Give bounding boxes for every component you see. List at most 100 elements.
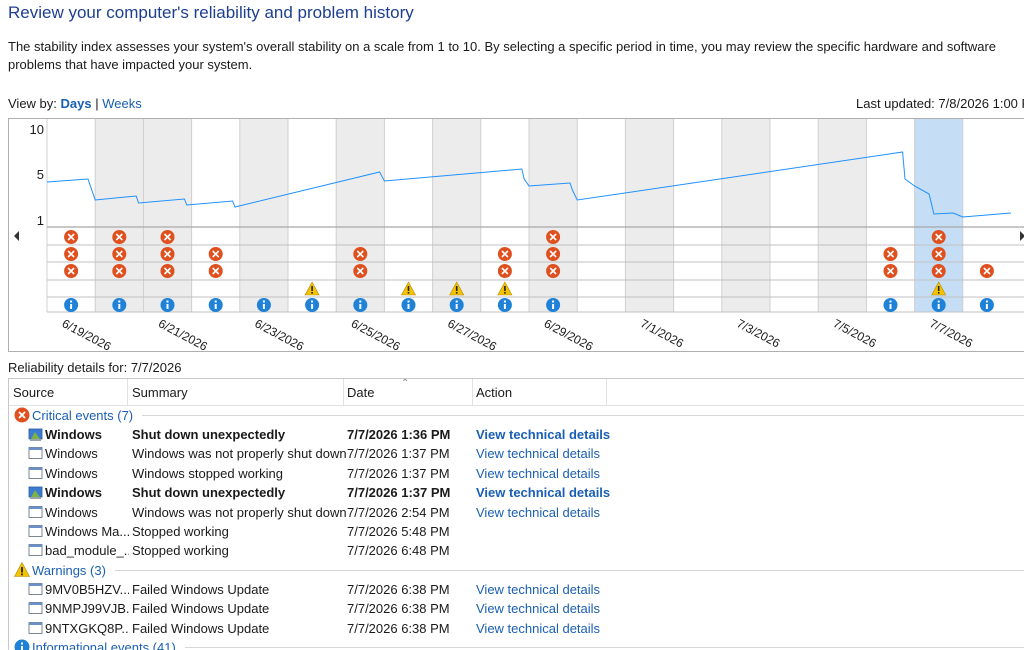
group-label[interactable]: Informational events (41): [32, 639, 176, 650]
day-column[interactable]: [818, 119, 867, 312]
group-warnings[interactable]: Warnings (3): [9, 561, 1024, 580]
table-body: Critical events (7) Windows Shut down unex…: [9, 406, 1024, 650]
scroll-right-icon[interactable]: [1020, 231, 1024, 241]
info-event-icon[interactable]: [497, 298, 512, 312]
critical-event-icon[interactable]: [497, 247, 512, 261]
day-column[interactable]: [191, 119, 240, 312]
app-icon: [28, 447, 43, 460]
table-row[interactable]: 9NMPJ99VJB... Failed Windows Update 7/7/20…: [9, 599, 1024, 618]
table-header: Source Summary Date ⌃ Action: [9, 379, 1024, 406]
column-divider[interactable]: [606, 379, 607, 405]
critical-event-icon[interactable]: [64, 264, 79, 278]
day-column[interactable]: [673, 119, 722, 312]
info-event-icon[interactable]: [305, 298, 320, 312]
day-column[interactable]: [625, 119, 674, 312]
critical-event-icon[interactable]: [208, 264, 223, 278]
group-critical[interactable]: Critical events (7): [9, 406, 1024, 425]
critical-event-icon[interactable]: [160, 264, 175, 278]
table-row[interactable]: Windows Windows was not properly shut dow…: [9, 444, 1024, 463]
info-event-icon[interactable]: [979, 298, 994, 312]
warning-event-icon[interactable]: [497, 281, 513, 296]
table-row[interactable]: bad_module_... Stopped working 7/7/2026 6:…: [9, 541, 1024, 560]
info-event-icon[interactable]: [401, 298, 416, 312]
view-technical-details-link[interactable]: View technical details: [476, 581, 601, 597]
critical-event-icon[interactable]: [979, 264, 994, 278]
day-column[interactable]: [95, 119, 144, 312]
info-event-icon[interactable]: [931, 298, 946, 312]
warning-event-icon[interactable]: [449, 281, 465, 296]
view-technical-details-link[interactable]: View technical details: [476, 427, 611, 442]
column-date[interactable]: Date: [347, 385, 375, 400]
view-technical-details-link[interactable]: View technical details: [476, 485, 611, 501]
column-divider[interactable]: [127, 379, 128, 405]
day-column[interactable]: [143, 119, 192, 312]
critical-event-icon[interactable]: [112, 230, 127, 244]
column-divider[interactable]: [472, 379, 473, 405]
view-technical-details-link[interactable]: View technical details: [476, 504, 601, 520]
group-label[interactable]: Critical events (7): [32, 408, 134, 423]
info-event-icon[interactable]: [64, 298, 79, 312]
view-technical-details-link[interactable]: View technical details: [476, 446, 601, 462]
critical-event-icon[interactable]: [883, 247, 898, 261]
critical-event-icon[interactable]: [64, 247, 79, 261]
info-event-icon[interactable]: [112, 298, 127, 312]
critical-event-icon[interactable]: [546, 247, 561, 261]
day-column[interactable]: [866, 119, 915, 312]
day-column[interactable]: [529, 119, 578, 312]
critical-event-icon[interactable]: [353, 264, 368, 278]
view-days-link[interactable]: Days: [60, 96, 92, 111]
view-technical-details-link[interactable]: View technical details: [476, 601, 601, 617]
critical-event-icon[interactable]: [160, 230, 175, 244]
day-column[interactable]: [47, 119, 96, 312]
table-row[interactable]: Windows Shut down unexpectedly 7/7/2026 1:…: [9, 425, 1024, 444]
info-event-icon[interactable]: [883, 298, 898, 312]
critical-event-icon[interactable]: [160, 247, 175, 261]
group-info[interactable]: Informational events (41): [9, 638, 1024, 650]
windows-shield-icon: [28, 486, 43, 500]
table-row[interactable]: 9NTXGKQ8P... Failed Windows Update 7/7/202…: [9, 619, 1024, 638]
column-divider[interactable]: [343, 379, 344, 405]
table-row[interactable]: Windows Windows was not properly shut dow…: [9, 503, 1024, 522]
reliability-chart[interactable]: 10 5 1 6/19/2026 6/21/2026 6/23/2026 6/25/2026…: [8, 118, 1024, 352]
table-row[interactable]: Windows Windows stopped working 7/7/2026 1…: [9, 464, 1024, 483]
critical-event-icon[interactable]: [112, 264, 127, 278]
critical-event-icon[interactable]: [112, 247, 127, 261]
view-technical-details-link[interactable]: View technical details: [476, 465, 601, 481]
view-weeks-link[interactable]: Weeks: [102, 96, 142, 111]
view-technical-details-link[interactable]: View technical details: [476, 620, 601, 636]
info-event-icon[interactable]: [546, 298, 561, 312]
column-source[interactable]: Source: [13, 385, 55, 400]
details-table: Source Summary Date ⌃ Action Critical ev…: [8, 378, 1024, 650]
critical-event-icon[interactable]: [546, 230, 561, 244]
info-event-icon[interactable]: [353, 298, 368, 312]
table-row[interactable]: Windows Shut down unexpectedly 7/7/2026 1:…: [9, 483, 1024, 502]
column-action[interactable]: Action: [476, 385, 513, 400]
day-column[interactable]: [577, 119, 626, 312]
critical-event-icon[interactable]: [64, 230, 79, 244]
warning-event-icon[interactable]: [400, 281, 417, 296]
info-event-icon[interactable]: [449, 298, 464, 312]
day-column[interactable]: [721, 119, 770, 312]
scroll-left-icon[interactable]: [14, 231, 19, 241]
day-column[interactable]: [336, 119, 385, 312]
critical-event-icon[interactable]: [208, 247, 223, 261]
critical-event-icon[interactable]: [883, 264, 898, 278]
info-event-icon[interactable]: [160, 298, 175, 312]
group-label[interactable]: Warnings (3): [32, 562, 106, 578]
warning-event-icon[interactable]: [304, 281, 320, 296]
group-rule: [142, 415, 1024, 416]
day-column[interactable]: [239, 119, 288, 312]
critical-event-icon[interactable]: [931, 247, 946, 261]
critical-event-icon[interactable]: [353, 247, 368, 261]
column-summary[interactable]: Summary: [132, 385, 188, 400]
day-column[interactable]: [770, 119, 819, 312]
info-event-icon[interactable]: [256, 298, 271, 312]
critical-event-icon[interactable]: [497, 264, 512, 278]
table-row[interactable]: 9MV0B5HZV... Failed Windows Update 7/7/202…: [9, 580, 1024, 599]
critical-event-icon[interactable]: [931, 264, 946, 278]
critical-event-icon[interactable]: [546, 264, 561, 278]
warning-event-icon[interactable]: [931, 281, 947, 296]
table-row[interactable]: Windows Ma... Stopped working 7/7/2026 5:4…: [9, 522, 1024, 541]
critical-event-icon[interactable]: [931, 230, 946, 244]
info-event-icon[interactable]: [208, 298, 223, 312]
